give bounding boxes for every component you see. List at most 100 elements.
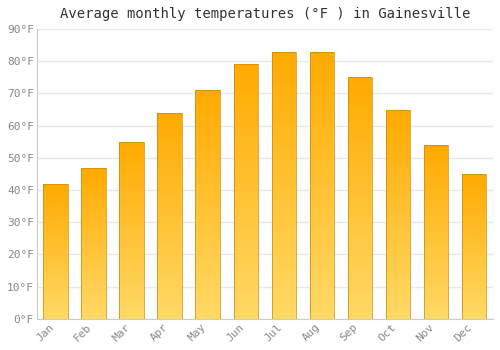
Bar [234, 234, 258, 238]
Bar [424, 296, 448, 299]
Bar [120, 239, 144, 242]
Bar [82, 241, 106, 243]
Bar [424, 293, 448, 296]
Bar [234, 162, 258, 166]
Bar [310, 310, 334, 314]
Bar [234, 226, 258, 230]
Bar [120, 248, 144, 251]
Bar [424, 252, 448, 255]
Bar [82, 203, 106, 205]
Bar [348, 259, 372, 262]
Bar [196, 285, 220, 288]
Bar [158, 305, 182, 309]
Bar [44, 242, 68, 245]
Bar [348, 238, 372, 243]
Bar [462, 193, 486, 196]
Bar [272, 225, 296, 230]
Bar [348, 85, 372, 90]
Bar [310, 132, 334, 136]
Bar [158, 264, 182, 267]
Bar [310, 181, 334, 185]
Bar [196, 167, 220, 170]
Bar [158, 158, 182, 161]
Bar [424, 255, 448, 258]
Bar [158, 202, 182, 205]
Bar [234, 200, 258, 204]
Bar [348, 77, 372, 82]
Bar [82, 266, 106, 268]
Bar [196, 193, 220, 197]
Bar [386, 280, 410, 284]
Bar [120, 198, 144, 201]
Bar [424, 264, 448, 267]
Bar [234, 209, 258, 213]
Bar [348, 254, 372, 259]
Bar [82, 246, 106, 248]
Bar [44, 197, 68, 199]
Bar [234, 94, 258, 98]
Bar [82, 261, 106, 264]
Bar [348, 138, 372, 142]
Bar [386, 183, 410, 186]
Bar [234, 69, 258, 73]
Bar [44, 238, 68, 240]
Bar [462, 210, 486, 212]
Bar [462, 283, 486, 285]
Bar [272, 283, 296, 288]
Bar [310, 190, 334, 194]
Bar [82, 281, 106, 284]
Bar [44, 262, 68, 265]
Bar [348, 182, 372, 186]
Bar [120, 174, 144, 177]
Bar [348, 287, 372, 291]
Bar [348, 186, 372, 190]
Bar [386, 256, 410, 260]
Bar [234, 183, 258, 188]
Bar [120, 150, 144, 154]
Bar [196, 136, 220, 140]
Bar [272, 74, 296, 78]
Bar [348, 299, 372, 303]
Bar [120, 166, 144, 168]
Bar [310, 274, 334, 279]
Bar [310, 78, 334, 83]
Bar [158, 309, 182, 312]
Bar [158, 209, 182, 212]
Bar [424, 165, 448, 168]
Bar [82, 175, 106, 177]
Bar [44, 193, 68, 195]
Bar [196, 109, 220, 113]
Bar [272, 100, 296, 105]
Bar [272, 132, 296, 136]
Bar [234, 285, 258, 289]
Bar [462, 312, 486, 314]
Bar [196, 98, 220, 102]
Bar [158, 116, 182, 120]
Bar [82, 243, 106, 246]
Bar [386, 186, 410, 190]
Bar [44, 265, 68, 267]
Bar [196, 140, 220, 144]
Bar [82, 223, 106, 225]
Bar [462, 234, 486, 237]
Bar [424, 281, 448, 284]
Bar [196, 128, 220, 132]
Bar [44, 308, 68, 310]
Bar [462, 302, 486, 304]
Bar [120, 207, 144, 210]
Bar [272, 265, 296, 270]
Bar [120, 307, 144, 310]
Bar [462, 314, 486, 316]
Bar [196, 266, 220, 270]
Bar [462, 176, 486, 179]
Bar [196, 163, 220, 167]
Bar [234, 128, 258, 132]
Bar [158, 164, 182, 168]
Bar [234, 272, 258, 276]
Bar [44, 199, 68, 202]
Bar [386, 152, 410, 155]
Bar [82, 205, 106, 208]
Bar [386, 211, 410, 214]
Bar [462, 186, 486, 188]
Bar [272, 288, 296, 292]
